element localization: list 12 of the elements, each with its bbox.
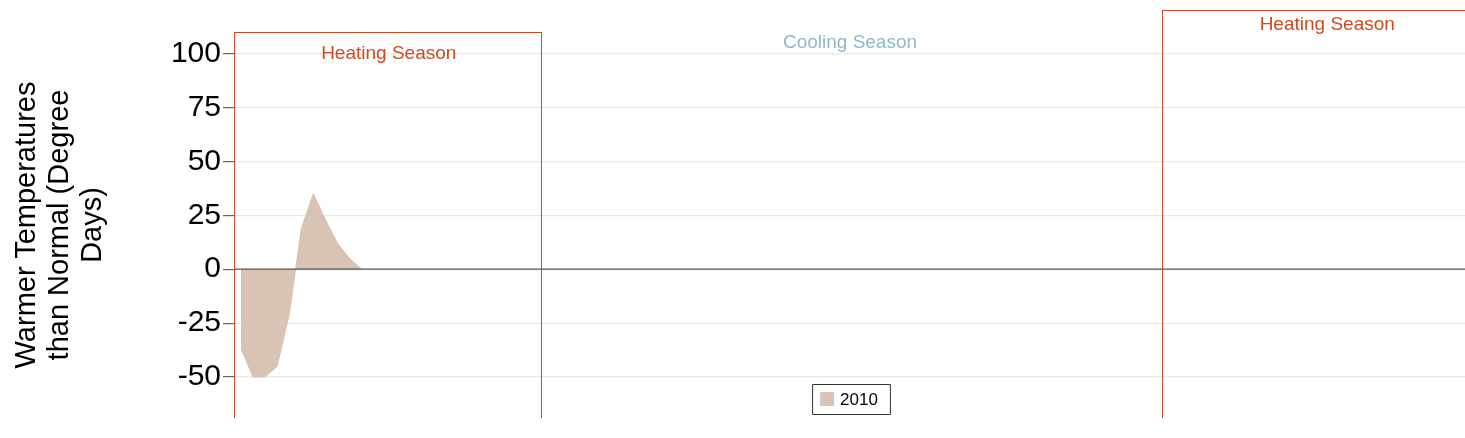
y-tick-label: 50	[187, 142, 221, 176]
y-axis-title: Warmer Temperatures than Normal (Degree Days)	[8, 81, 108, 369]
y-tick-label: 100	[170, 34, 221, 68]
y-tick-label: -50	[177, 358, 221, 392]
annotation: Cooling Season	[782, 31, 918, 53]
y-tick-label: 25	[187, 196, 221, 230]
legend-label: 2010	[840, 389, 878, 409]
y-tick-label: 75	[187, 88, 221, 122]
y-tick-label: 0	[204, 250, 221, 284]
y-tick-label: -25	[177, 304, 221, 338]
annotation: Heating Season	[321, 42, 457, 64]
annotation: Heating Season	[1259, 13, 1395, 35]
